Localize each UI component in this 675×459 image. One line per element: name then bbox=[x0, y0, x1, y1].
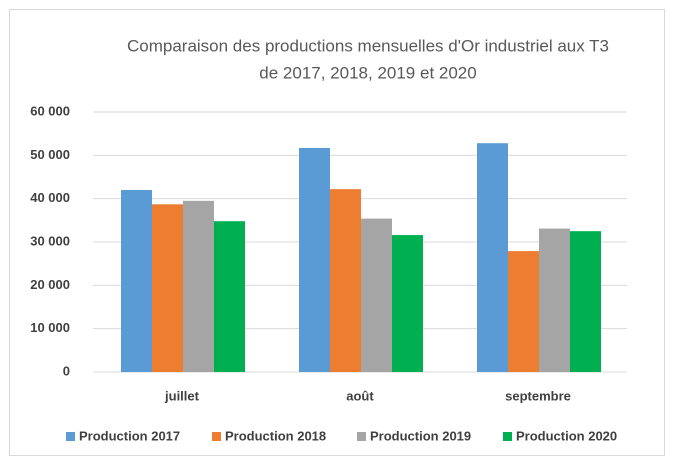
bar bbox=[361, 218, 392, 372]
bar bbox=[214, 221, 245, 372]
legend-label: Production 2019 bbox=[370, 428, 471, 443]
bar bbox=[570, 231, 601, 372]
bar bbox=[508, 251, 539, 372]
legend-label: Production 2018 bbox=[225, 428, 326, 443]
y-tick-label: 40 000 bbox=[30, 190, 70, 205]
y-tick-label: 50 000 bbox=[30, 147, 70, 162]
bar bbox=[477, 143, 508, 372]
legend-swatch bbox=[357, 432, 366, 441]
legend-label: Production 2017 bbox=[79, 428, 180, 443]
bar bbox=[152, 204, 183, 372]
legend-swatch bbox=[66, 432, 75, 441]
legend-swatch bbox=[212, 432, 221, 441]
bar bbox=[183, 200, 214, 372]
x-tick-label: août bbox=[346, 388, 374, 403]
bar bbox=[330, 189, 361, 372]
bar bbox=[539, 228, 570, 372]
y-tick-label: 20 000 bbox=[30, 277, 70, 292]
x-tick-label: septembre bbox=[505, 388, 571, 403]
x-tick-label: juillet bbox=[164, 388, 200, 403]
legend-label: Production 2020 bbox=[516, 428, 617, 443]
y-tick-label: 10 000 bbox=[30, 320, 70, 335]
bar bbox=[121, 190, 152, 372]
y-tick-label: 0 bbox=[63, 363, 70, 378]
y-tick-label: 60 000 bbox=[30, 103, 70, 118]
chart-title: Comparaison des productions mensuelles d… bbox=[127, 36, 609, 55]
legend-swatch bbox=[503, 432, 512, 441]
bar bbox=[392, 235, 423, 372]
y-tick-label: 30 000 bbox=[30, 233, 70, 248]
bar bbox=[299, 147, 330, 372]
chart-title: de 2017, 2018, 2019 et 2020 bbox=[259, 63, 476, 82]
